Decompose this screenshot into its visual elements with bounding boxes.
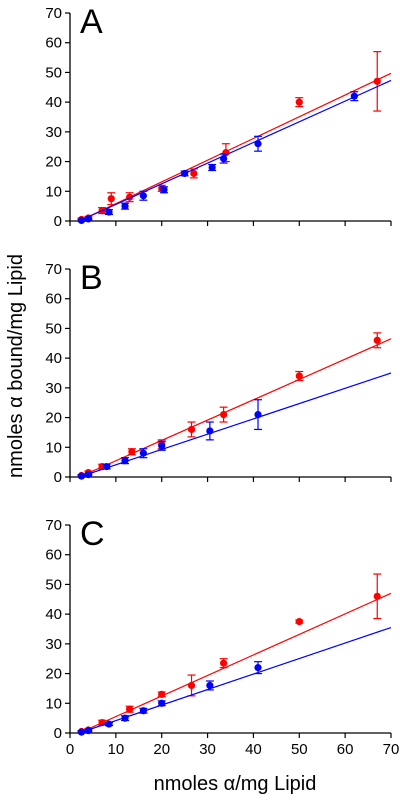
data-point: [77, 216, 86, 225]
y-tick-label: 10: [45, 695, 62, 712]
data-point: [295, 98, 303, 106]
data-point: [121, 202, 129, 210]
panel-label-b: B: [80, 259, 103, 297]
y-tick-label: 50: [45, 576, 62, 593]
y-tick-label: 20: [45, 410, 62, 427]
data-point: [220, 659, 228, 667]
y-tick-label: 0: [54, 213, 62, 230]
data-point: [84, 471, 92, 479]
y-tick-label: 60: [45, 547, 62, 564]
y-tick-label: 20: [45, 666, 62, 683]
y-tick-label: 30: [45, 636, 62, 653]
y-tick-label: 0: [54, 469, 62, 486]
fit-line: [78, 72, 392, 222]
y-tick-label: 70: [45, 517, 62, 534]
data-point: [206, 427, 214, 435]
data-point: [190, 169, 198, 178]
x-tick-label: 70: [383, 741, 400, 758]
data-point: [254, 140, 262, 148]
fit-line: [78, 79, 392, 222]
x-tick-label: 30: [199, 741, 216, 758]
y-tick-label: 50: [45, 64, 62, 81]
data-point: [77, 472, 86, 480]
x-tick-label: 50: [291, 741, 308, 758]
data-point: [158, 442, 166, 450]
x-tick-label: 40: [245, 741, 262, 758]
y-tick-label: 40: [45, 606, 62, 623]
y-tick-label: 20: [45, 154, 62, 171]
data-point: [208, 163, 216, 172]
data-point: [220, 411, 228, 419]
x-tick-label: 10: [108, 741, 125, 758]
data-point: [84, 727, 92, 735]
data-point: [105, 720, 113, 728]
data-point: [220, 155, 228, 163]
data-point: [139, 192, 147, 200]
data-point: [107, 195, 115, 203]
series-blue: [77, 79, 392, 225]
data-point: [295, 372, 303, 380]
data-point: [158, 699, 166, 707]
panel-label-a: A: [80, 3, 103, 41]
series-red: [77, 573, 392, 736]
y-tick-label: 70: [45, 261, 62, 278]
fit-line: [78, 338, 392, 478]
panel-b: 0 10 20 30 40 50 60 70 B: [45, 259, 392, 486]
y-axis-title: nmoles α bound/mg Lipid: [5, 254, 27, 478]
data-point: [105, 208, 113, 216]
y-tick-label: 30: [45, 124, 62, 141]
y-tick-label: 0: [54, 725, 62, 742]
data-point: [373, 336, 381, 344]
y-tick-label: 70: [45, 5, 62, 22]
x-tick-label: 0: [66, 741, 74, 758]
data-point: [128, 448, 136, 456]
series-red: [77, 51, 392, 224]
data-point: [254, 411, 262, 419]
y-tick-label: 60: [45, 291, 62, 308]
y-tick-label: 30: [45, 380, 62, 397]
y-tick-label: 40: [45, 350, 62, 367]
x-tick-label: 20: [153, 741, 170, 758]
data-point: [158, 690, 166, 698]
x-tick-label: 60: [337, 741, 354, 758]
series-blue: [77, 372, 392, 480]
data-point: [373, 592, 381, 600]
fit-line: [78, 372, 392, 478]
data-point: [181, 169, 189, 178]
y-tick-label: 40: [45, 94, 62, 111]
data-point: [126, 705, 134, 713]
data-point: [206, 681, 214, 690]
series-blue: [77, 626, 392, 736]
y-tick-label: 50: [45, 320, 62, 337]
y-tick-label: 10: [45, 183, 62, 200]
data-point: [121, 457, 129, 465]
data-point: [139, 449, 147, 457]
data-point: [187, 425, 196, 434]
panel-label-c: C: [80, 515, 105, 553]
data-point: [295, 617, 303, 626]
data-point: [84, 215, 92, 223]
data-point: [373, 77, 381, 85]
data-point: [350, 92, 358, 100]
data-point: [103, 463, 111, 471]
panel-c: 0 10 20 30 40 50 60 70 0 10 20 30 40 50 60 70 C: [45, 515, 399, 758]
y-tick-label: 60: [45, 35, 62, 52]
data-point: [160, 186, 168, 194]
data-point: [77, 728, 86, 736]
y-tick-label: 10: [45, 439, 62, 456]
fit-line: [78, 626, 392, 734]
data-point: [254, 664, 262, 672]
x-axis-title: nmoles α/mg Lipid: [154, 773, 317, 795]
data-point: [121, 714, 129, 722]
data-point: [139, 707, 147, 715]
data-point: [187, 681, 196, 690]
panel-a: 0 10 20 30 40 50 60 70 A: [45, 3, 392, 230]
